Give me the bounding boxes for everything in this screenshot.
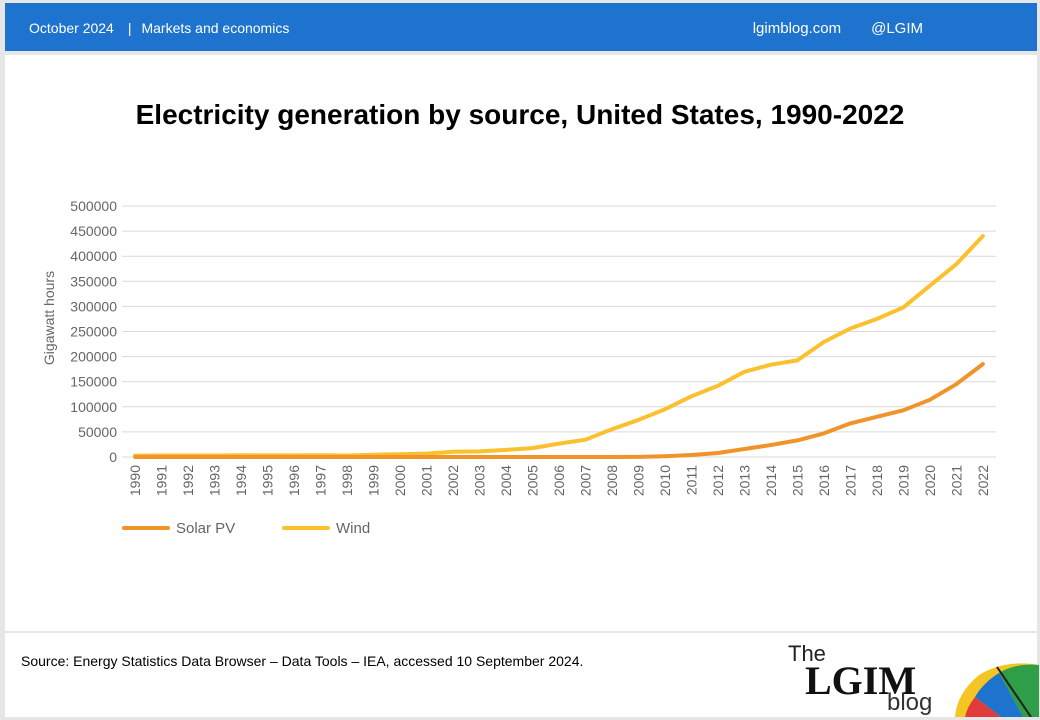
x-tick-label: 1994 bbox=[233, 465, 249, 496]
footer: Source: Energy Statistics Data Browser –… bbox=[5, 633, 1039, 717]
y-tick-label: 400000 bbox=[70, 248, 117, 264]
logo-the-text: The bbox=[788, 641, 826, 666]
publish-date: October 2024 bbox=[29, 20, 114, 36]
x-tick-label: 2002 bbox=[445, 465, 461, 496]
x-tick-label: 2021 bbox=[948, 465, 964, 496]
y-tick-label: 500000 bbox=[70, 198, 117, 214]
y-tick-label: 100000 bbox=[70, 399, 117, 415]
x-tick-label: 2004 bbox=[498, 465, 514, 496]
x-tick-label: 2017 bbox=[842, 465, 858, 496]
x-tick-label: 2011 bbox=[683, 465, 699, 495]
umbrella-icon bbox=[955, 663, 1039, 717]
x-tick-label: 2022 bbox=[975, 465, 991, 496]
x-tick-label: 2010 bbox=[657, 465, 673, 496]
category-link[interactable]: Markets and economics bbox=[141, 20, 290, 36]
y-tick-label: 350000 bbox=[70, 273, 117, 289]
logo-lgim-text: LGIM bbox=[805, 658, 917, 703]
x-tick-label: 1995 bbox=[260, 465, 276, 496]
banner-separator: | bbox=[127, 20, 132, 36]
site-link[interactable]: lgimblog.com bbox=[752, 20, 842, 37]
x-tick-label: 2020 bbox=[922, 465, 938, 496]
x-tick-label: 2005 bbox=[525, 465, 541, 496]
y-tick-label: 0 bbox=[109, 449, 117, 465]
x-tick-label: 2015 bbox=[789, 465, 805, 496]
banner-links: lgimblog.com @LGIM bbox=[753, 20, 923, 37]
x-tick-label: 1991 bbox=[154, 465, 170, 496]
legend-label: Wind bbox=[336, 520, 370, 537]
x-tick-label: 1993 bbox=[207, 465, 223, 496]
banner-meta: October 2024 | Markets and economics bbox=[29, 20, 289, 36]
source-note: Source: Energy Statistics Data Browser –… bbox=[21, 653, 584, 669]
legend-label: Solar PV bbox=[176, 520, 235, 537]
x-tick-label: 2000 bbox=[392, 465, 408, 496]
y-tick-label: 450000 bbox=[70, 223, 117, 239]
x-tick-label: 2009 bbox=[630, 465, 646, 496]
x-tick-label: 2008 bbox=[604, 465, 620, 496]
y-tick-label: 50000 bbox=[78, 424, 117, 440]
y-tick-label: 250000 bbox=[70, 324, 117, 340]
top-banner: October 2024 | Markets and economics lgimb… bbox=[5, 3, 1037, 51]
line-chart: 0 50000 100000 150000 200000 250000 300000 3500… bbox=[41, 198, 996, 537]
y-tick-label: 150000 bbox=[70, 374, 117, 390]
logo-blog-text: blog bbox=[887, 689, 933, 716]
x-tick-label: 2007 bbox=[577, 465, 593, 496]
twitter-handle-link[interactable]: @LGIM bbox=[871, 20, 923, 37]
y-axis-title: Gigawatt hours bbox=[41, 271, 57, 365]
x-tick-label: 1997 bbox=[313, 465, 329, 496]
lgim-blog-logo[interactable]: The LGIM blog bbox=[785, 637, 1039, 717]
x-tick-label: 2006 bbox=[551, 465, 567, 496]
x-tick-label: 1998 bbox=[339, 465, 355, 496]
x-tick-label: 1992 bbox=[180, 465, 196, 496]
x-tick-label: 2012 bbox=[710, 465, 726, 496]
series-line-solar-pv bbox=[133, 362, 985, 459]
y-tick-label: 300000 bbox=[70, 298, 117, 314]
chart-panel bbox=[5, 55, 1037, 631]
y-tick-label: 200000 bbox=[70, 349, 117, 365]
x-tick-label: 1999 bbox=[366, 465, 382, 496]
x-tick-label: 2014 bbox=[763, 465, 779, 496]
x-tick-label: 2013 bbox=[736, 465, 752, 496]
x-tick-label: 1996 bbox=[286, 465, 302, 496]
x-tick-label: 2001 bbox=[419, 465, 435, 496]
chart-title: Electricity generation by source, United… bbox=[135, 99, 905, 130]
x-tick-label: 2016 bbox=[816, 465, 832, 496]
x-tick-label: 2018 bbox=[869, 465, 885, 496]
x-tick-label: 2003 bbox=[472, 465, 488, 496]
x-tick-label: 2019 bbox=[895, 465, 911, 496]
x-tick-label: 1990 bbox=[127, 465, 143, 496]
